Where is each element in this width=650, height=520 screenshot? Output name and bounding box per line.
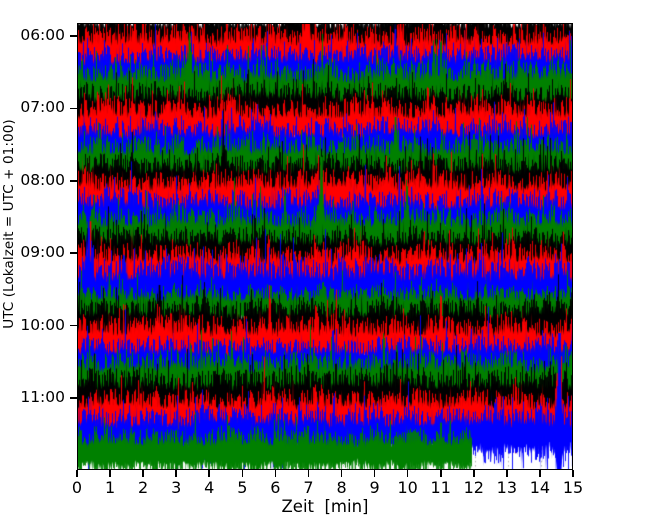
y-axis-label: UTC (Lokalzeit = UTC + 01:00) — [0, 0, 17, 447]
x-tick-label: 7 — [303, 478, 314, 497]
y-tick-label: 07:00 — [20, 98, 65, 117]
x-tick-mark — [572, 470, 574, 477]
x-tick-label: 15 — [562, 478, 584, 497]
y-tick-label: 06:00 — [20, 26, 65, 44]
x-tick-mark — [406, 470, 409, 477]
x-tick-mark — [373, 470, 376, 477]
x-tick-label: 6 — [270, 478, 281, 497]
x-tick-label: 12 — [463, 478, 484, 497]
x-tick-label: 11 — [430, 478, 451, 497]
y-tick-mark — [70, 252, 77, 254]
x-tick-label: 4 — [204, 478, 215, 497]
x-tick-label: 5 — [237, 478, 248, 497]
y-tick-mark — [70, 324, 77, 327]
y-tick-label: 11:00 — [20, 388, 65, 406]
x-tick-mark — [142, 470, 144, 477]
x-tick-mark — [241, 470, 244, 477]
x-tick-mark — [175, 470, 177, 477]
x-tick-mark — [340, 470, 343, 477]
plot-area — [77, 23, 573, 470]
x-tick-label: 9 — [369, 478, 380, 497]
x-tick-mark — [274, 470, 277, 477]
x-tick-label: 13 — [496, 478, 518, 497]
x-tick-label: 10 — [397, 478, 418, 497]
y-tick-mark — [70, 35, 77, 37]
x-tick-mark — [76, 470, 78, 477]
y-tick-label: 10:00 — [20, 315, 65, 334]
x-tick-mark — [439, 470, 442, 477]
x-tick-label: 14 — [529, 478, 551, 497]
x-tick-label: 0 — [71, 478, 83, 497]
x-tick-mark — [473, 470, 475, 477]
x-tick-mark — [109, 470, 111, 477]
x-axis-label: Zeit [min] — [281, 497, 369, 516]
x-tick-mark — [307, 470, 310, 477]
x-tick-mark — [539, 470, 541, 477]
y-tick-label: 08:00 — [20, 170, 65, 189]
y-axis-label-text: UTC (Lokalzeit = UTC + 01:00) — [0, 118, 17, 329]
x-tick-label: 1 — [104, 478, 116, 497]
y-tick-mark — [70, 397, 77, 399]
x-tick-label: 8 — [336, 478, 347, 497]
x-tick-mark — [506, 470, 508, 477]
x-tick-label: 2 — [138, 478, 149, 497]
x-tick-mark — [208, 470, 211, 477]
x-tick-label: 3 — [171, 478, 182, 497]
trace-canvas — [78, 24, 572, 469]
y-tick-mark — [70, 180, 77, 182]
y-tick-mark — [70, 107, 77, 110]
y-tick-label: 09:00 — [20, 243, 65, 262]
